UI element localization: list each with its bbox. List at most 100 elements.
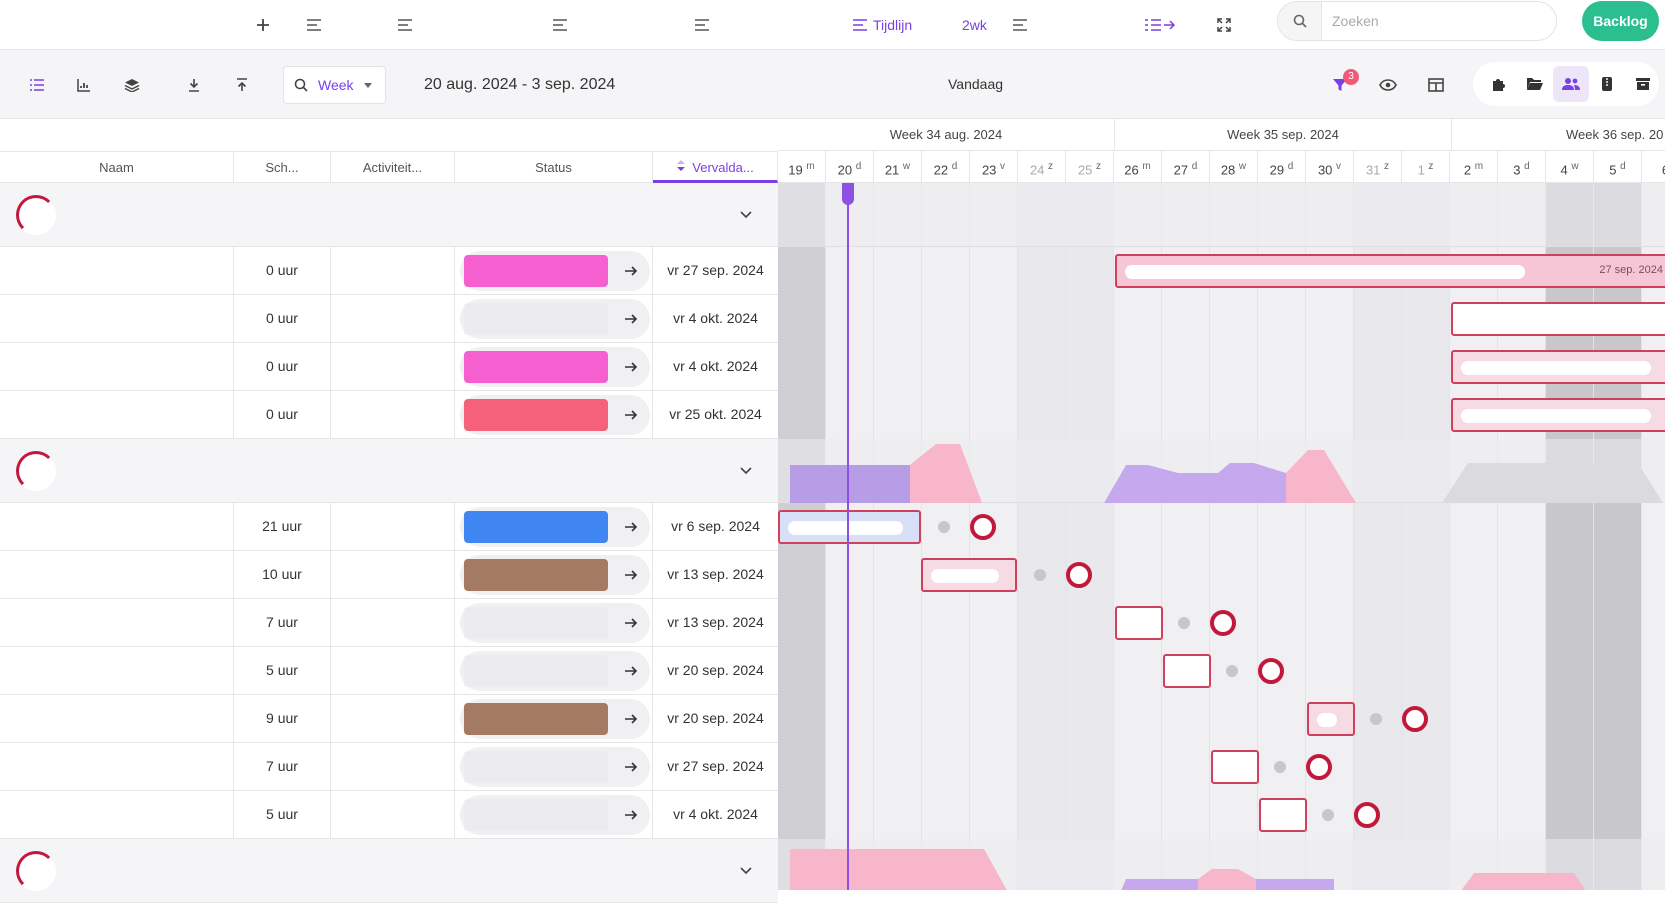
chevron-down-icon[interactable] bbox=[736, 205, 756, 225]
status-badge[interactable] bbox=[464, 751, 608, 783]
status-badge[interactable] bbox=[464, 799, 608, 831]
task-bar[interactable] bbox=[1115, 606, 1163, 640]
task-bar[interactable] bbox=[1451, 350, 1665, 384]
arrow-right-icon[interactable] bbox=[616, 395, 646, 435]
add-button[interactable] bbox=[256, 0, 270, 50]
milestone-marker[interactable] bbox=[1402, 706, 1428, 732]
period-dropdown[interactable]: Week bbox=[283, 66, 386, 104]
milestone-marker[interactable] bbox=[1354, 802, 1380, 828]
table-row[interactable]: 0 uur vr 4 okt. 2024 bbox=[0, 295, 778, 343]
status-badge[interactable] bbox=[464, 511, 608, 543]
arrow-right-icon[interactable] bbox=[616, 555, 646, 595]
column-status[interactable]: Status bbox=[455, 152, 653, 183]
arrow-right-icon[interactable] bbox=[616, 747, 646, 787]
list-view-button[interactable] bbox=[19, 50, 55, 119]
view-tab-1[interactable] bbox=[307, 0, 321, 50]
arrow-right-icon[interactable] bbox=[616, 507, 646, 547]
status-badge[interactable] bbox=[464, 655, 608, 687]
status-select[interactable] bbox=[460, 347, 650, 387]
task-bar[interactable] bbox=[1211, 750, 1259, 784]
fullscreen-button[interactable] bbox=[1217, 0, 1231, 50]
status-select[interactable] bbox=[460, 299, 650, 339]
status-select[interactable] bbox=[460, 395, 650, 435]
task-bar[interactable] bbox=[1259, 798, 1307, 832]
task-name-cell[interactable] bbox=[0, 503, 234, 550]
table-row[interactable]: 5 uur vr 4 okt. 2024 bbox=[0, 791, 778, 839]
columns-button[interactable] bbox=[1418, 50, 1454, 119]
arrow-right-icon[interactable] bbox=[616, 795, 646, 835]
dependency-dot[interactable] bbox=[938, 521, 950, 533]
list-arrow-button[interactable] bbox=[1145, 0, 1175, 50]
table-row[interactable]: 0 uur vr 25 okt. 2024 bbox=[0, 391, 778, 439]
arrow-right-icon[interactable] bbox=[616, 603, 646, 643]
group-row[interactable] bbox=[0, 439, 778, 503]
task-name-cell[interactable] bbox=[0, 695, 234, 742]
status-badge[interactable] bbox=[464, 703, 608, 735]
task-name-cell[interactable] bbox=[0, 391, 234, 438]
upload-button[interactable] bbox=[224, 50, 260, 119]
task-name-cell[interactable] bbox=[0, 295, 234, 342]
dependency-dot[interactable] bbox=[1370, 713, 1382, 725]
search-input[interactable] bbox=[1322, 13, 1522, 29]
arrow-right-icon[interactable] bbox=[616, 347, 646, 387]
dependency-dot[interactable] bbox=[1034, 569, 1046, 581]
task-bar[interactable] bbox=[1307, 702, 1355, 736]
task-bar[interactable] bbox=[778, 510, 921, 544]
milestone-marker[interactable] bbox=[1210, 610, 1236, 636]
range-2wk-button[interactable]: 2wk bbox=[962, 0, 987, 50]
task-name-cell[interactable] bbox=[0, 743, 234, 790]
task-name-cell[interactable] bbox=[0, 247, 234, 294]
column-name[interactable]: Naam bbox=[0, 152, 234, 183]
table-row[interactable]: 10 uur vr 13 sep. 2024 bbox=[0, 551, 778, 599]
task-bar[interactable] bbox=[1451, 398, 1665, 432]
task-name-cell[interactable] bbox=[0, 791, 234, 838]
column-due-date[interactable]: Vervalda... bbox=[653, 152, 778, 183]
layers-button[interactable] bbox=[114, 50, 150, 119]
status-badge[interactable] bbox=[464, 351, 608, 383]
task-bar[interactable] bbox=[1451, 302, 1665, 336]
group-row[interactable] bbox=[0, 183, 778, 247]
table-row[interactable]: 7 uur vr 13 sep. 2024 bbox=[0, 599, 778, 647]
search-box[interactable] bbox=[1277, 1, 1557, 41]
folders-button[interactable] bbox=[1517, 66, 1553, 102]
status-badge[interactable] bbox=[464, 607, 608, 639]
arrow-right-icon[interactable] bbox=[616, 251, 646, 291]
task-bar[interactable] bbox=[1163, 654, 1211, 688]
view-tab-2[interactable] bbox=[398, 0, 412, 50]
task-bar[interactable] bbox=[921, 558, 1017, 592]
today-marker[interactable] bbox=[842, 183, 854, 205]
task-bar[interactable]: 27 sep. 2024 bbox=[1115, 254, 1665, 288]
status-badge[interactable] bbox=[464, 399, 608, 431]
status-select[interactable] bbox=[460, 795, 650, 835]
milestone-marker[interactable] bbox=[1258, 658, 1284, 684]
view-tab-5[interactable] bbox=[1013, 0, 1027, 50]
status-select[interactable] bbox=[460, 699, 650, 739]
table-row[interactable]: 9 uur vr 20 sep. 2024 bbox=[0, 695, 778, 743]
table-row[interactable]: 0 uur vr 4 okt. 2024 bbox=[0, 343, 778, 391]
arrow-right-icon[interactable] bbox=[616, 651, 646, 691]
milestone-marker[interactable] bbox=[1066, 562, 1092, 588]
chevron-down-icon[interactable] bbox=[736, 861, 756, 881]
filter-button[interactable]: 3 bbox=[1322, 50, 1359, 119]
status-badge[interactable] bbox=[464, 255, 608, 287]
group-row[interactable] bbox=[0, 839, 778, 903]
view-tab-4[interactable] bbox=[695, 0, 709, 50]
status-badge[interactable] bbox=[464, 559, 608, 591]
download-button[interactable] bbox=[176, 50, 212, 119]
tab-timeline[interactable]: Tijdlijn bbox=[853, 0, 912, 50]
visibility-button[interactable] bbox=[1370, 50, 1406, 119]
status-select[interactable] bbox=[460, 507, 650, 547]
task-name-cell[interactable] bbox=[0, 343, 234, 390]
archive-button[interactable] bbox=[1589, 66, 1625, 102]
arrow-right-icon[interactable] bbox=[616, 699, 646, 739]
status-select[interactable] bbox=[460, 251, 650, 291]
milestone-marker[interactable] bbox=[970, 514, 996, 540]
arrow-right-icon[interactable] bbox=[616, 299, 646, 339]
table-row[interactable]: 0 uur vr 27 sep. 2024 bbox=[0, 247, 778, 295]
task-name-cell[interactable] bbox=[0, 599, 234, 646]
task-name-cell[interactable] bbox=[0, 551, 234, 598]
plugins-button[interactable] bbox=[1481, 66, 1517, 102]
chevron-down-icon[interactable] bbox=[736, 461, 756, 481]
status-select[interactable] bbox=[460, 603, 650, 643]
storage-button[interactable] bbox=[1625, 66, 1661, 102]
